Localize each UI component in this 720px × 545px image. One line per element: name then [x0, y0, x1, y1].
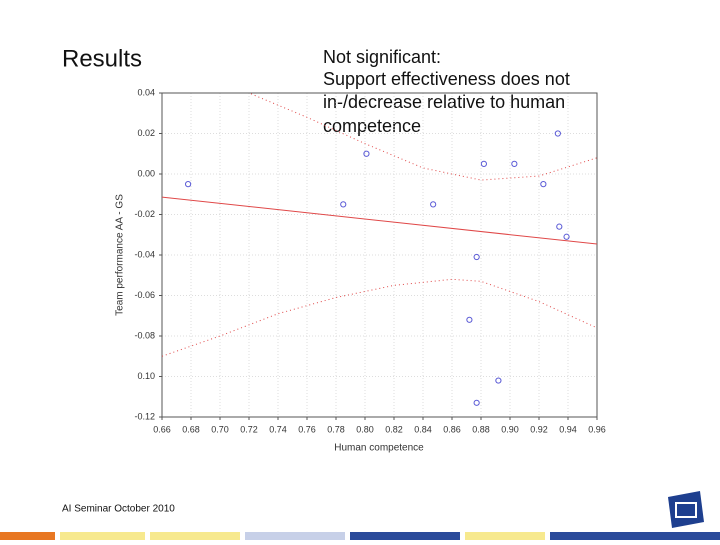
x-tick-label: 0.84 — [414, 424, 432, 434]
y-tick-label: 0.10 — [137, 371, 155, 381]
x-tick-label: 0.90 — [501, 424, 519, 434]
point — [466, 316, 473, 323]
point — [430, 201, 437, 208]
point — [554, 130, 561, 137]
point — [563, 233, 570, 240]
x-tick-label: 0.66 — [153, 424, 171, 434]
confidence-band — [162, 278, 597, 357]
y-tick-label: -0.08 — [134, 330, 155, 340]
x-axis-label: Human competence — [334, 443, 424, 454]
y-axis-label: Team performance AA - GS — [115, 194, 126, 316]
y-tick-label: -0.02 — [134, 209, 155, 219]
x-tick-label: 0.78 — [327, 424, 345, 434]
note-line: competence — [323, 116, 421, 136]
x-tick-label: 0.80 — [356, 424, 374, 434]
fit-line — [162, 196, 597, 245]
point — [473, 253, 480, 261]
y-tick-label: 0.04 — [137, 87, 155, 97]
x-tick-label: 0.88 — [472, 424, 490, 434]
y-tick-label: 0.00 — [137, 168, 155, 178]
x-tick-label: 0.96 — [588, 424, 606, 434]
point — [473, 399, 480, 406]
footer: AI Seminar October 2010 — [62, 504, 175, 515]
point — [480, 160, 487, 167]
y-tick-label: -0.12 — [134, 411, 155, 421]
x-tick-label: 0.74 — [269, 424, 287, 434]
x-tick-label: 0.86 — [443, 424, 461, 434]
heading: Results — [62, 45, 142, 72]
plot-frame — [161, 92, 598, 418]
note-line: Not significant: — [323, 47, 441, 67]
x-tick-label: 0.92 — [530, 424, 548, 434]
point — [363, 150, 370, 157]
logo — [668, 491, 704, 528]
y-tick-label: -0.04 — [134, 249, 155, 259]
x-tick-label: 0.68 — [182, 424, 200, 434]
x-tick-label: 0.72 — [240, 424, 258, 434]
x-tick-label: 0.70 — [211, 424, 229, 434]
point — [185, 181, 192, 188]
x-tick-label: 0.76 — [298, 424, 316, 434]
plot-area — [162, 93, 597, 406]
x-tick-label: 0.94 — [559, 424, 577, 434]
bottom-stripe — [0, 532, 720, 540]
y-tick-label: 0.02 — [137, 128, 155, 138]
note-line: Support effectiveness does not — [323, 69, 570, 89]
x-tick-label: 0.82 — [385, 424, 403, 434]
point — [556, 223, 563, 230]
y-tick-label: -0.06 — [134, 290, 155, 300]
point — [540, 181, 547, 188]
note-line: in-/decrease relative to human — [323, 92, 565, 112]
point — [495, 377, 502, 384]
point — [340, 201, 347, 208]
confidence-band — [248, 93, 597, 181]
point — [511, 160, 518, 167]
